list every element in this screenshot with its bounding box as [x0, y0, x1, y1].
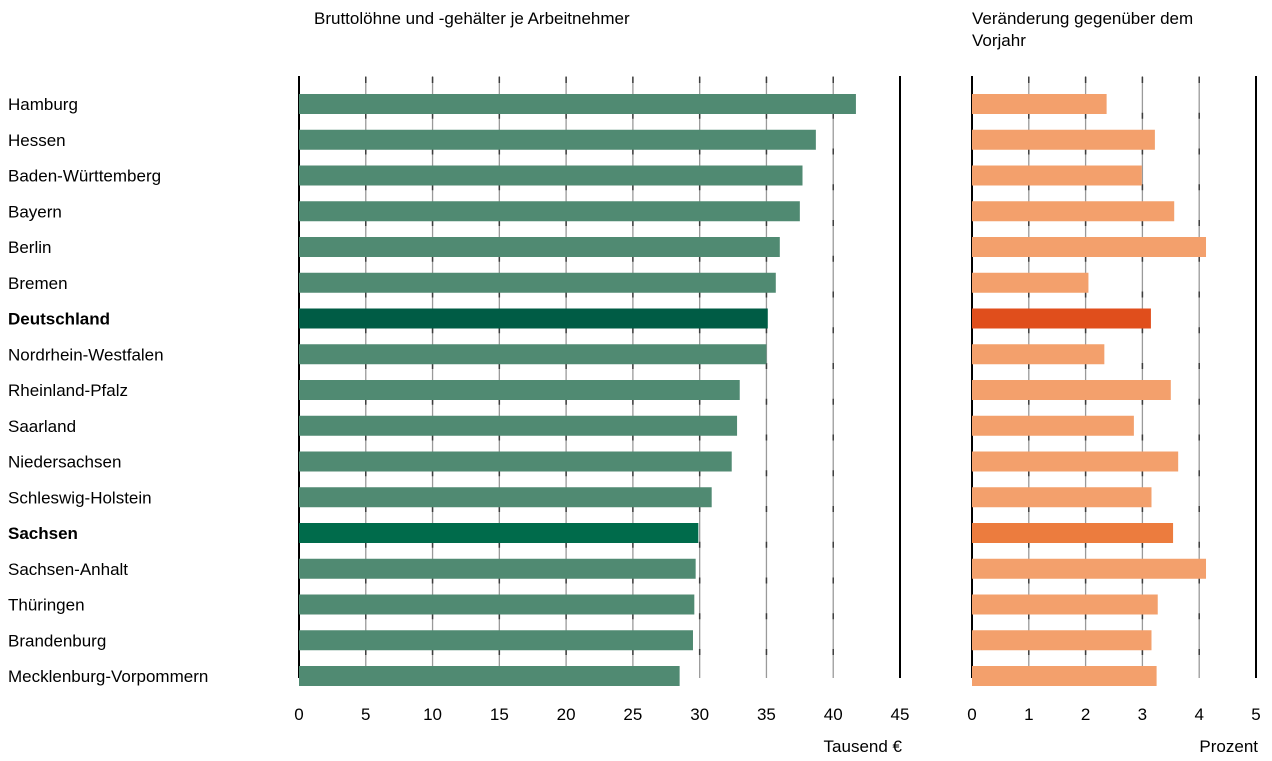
wage-bar	[299, 380, 740, 400]
change-bar	[972, 630, 1152, 651]
wage-tick-label: 0	[294, 705, 303, 724]
category-label: Saarland	[8, 417, 76, 436]
change-bar	[972, 201, 1175, 222]
change-unit-label: Prozent	[1199, 737, 1258, 756]
category-label: Niedersachsen	[8, 453, 121, 472]
category-label: Bremen	[8, 274, 68, 293]
wage-tick-label: 5	[361, 705, 370, 724]
category-label: Deutschland	[8, 310, 110, 329]
wage-tick-label: 35	[757, 705, 776, 724]
wage-tick-label: 40	[824, 705, 843, 724]
change-bar	[972, 523, 1174, 543]
wage-bar	[299, 594, 695, 615]
change-bar	[972, 165, 1142, 186]
change-bar	[972, 451, 1179, 472]
wage-bar	[299, 415, 738, 436]
category-label: Sachsen	[8, 524, 78, 543]
category-label: Thüringen	[8, 596, 85, 615]
wage-tick-label: 45	[891, 705, 910, 724]
category-label: Rheinland-Pfalz	[8, 381, 128, 400]
category-label: Schleswig-Holstein	[8, 488, 152, 507]
change-bar	[972, 666, 1157, 686]
change-bar	[972, 308, 1151, 329]
category-label: Baden-Württemberg	[8, 167, 161, 186]
change-bar	[972, 94, 1107, 114]
left-chart-title: Bruttolöhne und -gehälter je Arbeitnehme…	[314, 9, 630, 28]
category-label: Sachsen-Anhalt	[8, 560, 128, 579]
change-bar	[972, 487, 1152, 508]
category-label: Hamburg	[8, 95, 78, 114]
category-label: Bayern	[8, 202, 62, 221]
wage-bar	[299, 487, 712, 508]
wage-bar	[299, 308, 768, 329]
wage-bar	[299, 201, 800, 222]
change-bar	[972, 344, 1105, 365]
change-bar	[972, 129, 1155, 150]
change-tick-label: 4	[1194, 705, 1203, 724]
wage-bar	[299, 451, 732, 472]
category-label: Brandenburg	[8, 631, 106, 650]
category-label: Berlin	[8, 238, 51, 257]
wage-unit-label: Tausend €	[824, 737, 903, 756]
change-bar	[972, 415, 1134, 436]
wage-bar	[299, 344, 767, 365]
wage-tick-label: 25	[623, 705, 642, 724]
wage-tick-label: 20	[557, 705, 576, 724]
wage-tick-label: 30	[690, 705, 709, 724]
change-bar	[972, 237, 1207, 257]
wage-bar	[299, 666, 680, 686]
change-bar	[972, 558, 1207, 579]
change-bar	[972, 380, 1171, 400]
wage-bar	[299, 165, 803, 186]
wage-bar	[299, 94, 856, 114]
change-tick-label: 3	[1138, 705, 1147, 724]
wage-bar	[299, 558, 696, 579]
wage-bar	[299, 272, 776, 293]
change-bar	[972, 594, 1158, 615]
right-chart-title: Veränderung gegenüber dem Vorjahr	[972, 9, 1194, 50]
wage-bar	[299, 523, 699, 543]
category-label: Mecklenburg-Vorpommern	[8, 667, 208, 686]
change-tick-label: 5	[1251, 705, 1260, 724]
change-tick-label: 2	[1081, 705, 1090, 724]
wage-bar	[299, 630, 693, 651]
wage-tick-label: 10	[423, 705, 442, 724]
category-label: Hessen	[8, 131, 66, 150]
wage-tick-label: 15	[490, 705, 509, 724]
change-tick-label: 1	[1024, 705, 1033, 724]
category-label: Nordrhein-Westfalen	[8, 345, 164, 364]
wage-bar	[299, 129, 816, 150]
change-bar	[972, 272, 1089, 293]
wage-bar	[299, 237, 780, 257]
change-tick-label: 0	[967, 705, 976, 724]
